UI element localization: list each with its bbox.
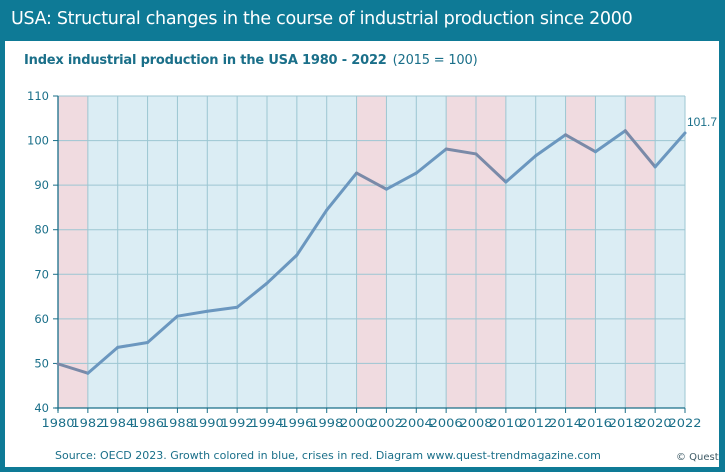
x-tick-label: 1992 (221, 416, 254, 430)
line-segment (414, 147, 448, 175)
x-tick-label: 2000 (340, 416, 373, 430)
x-tick-label: 1982 (71, 416, 104, 430)
x-tick-label: 2006 (430, 416, 463, 430)
line-segment (146, 314, 179, 344)
tick-labels: 4050607080901001101980198219841986198819… (27, 89, 717, 430)
x-tick-label: 2004 (400, 416, 433, 430)
line-segment (444, 147, 478, 156)
y-tick-label: 100 (27, 134, 49, 148)
line-segment (205, 305, 239, 313)
chart-subtitle: Index industrial production in the USA 1… (24, 53, 478, 68)
data-line (56, 129, 687, 375)
line-segment (474, 152, 508, 184)
line-segment (86, 345, 120, 375)
line-segment (175, 309, 209, 318)
period-bands (58, 96, 685, 408)
y-tick-label: 70 (34, 267, 49, 281)
line-segment (564, 133, 597, 154)
line-segment (235, 281, 269, 309)
y-tick-label: 40 (34, 401, 49, 415)
line-segment (593, 129, 627, 154)
page-title: USA: Structural changes in the course of… (11, 9, 633, 29)
x-tick-label: 2008 (460, 416, 493, 430)
x-tick-label: 1998 (310, 416, 343, 430)
line-segment (653, 131, 687, 169)
x-tick-label: 1990 (191, 416, 224, 430)
line-segment (56, 362, 90, 375)
line-segment (265, 253, 299, 285)
line-segment (534, 133, 568, 158)
x-tick-label: 1986 (131, 416, 164, 430)
x-tick-label: 1980 (42, 416, 75, 430)
subtitle-note: (2015 = 100) (392, 53, 478, 68)
crisis-band (356, 96, 387, 408)
subtitle-main: Index industrial production in the USA 1… (24, 53, 387, 68)
line-segment (623, 129, 657, 169)
axes (53, 95, 686, 413)
x-tick-label: 2016 (579, 416, 612, 430)
grid-lines (58, 95, 686, 408)
y-tick-label: 90 (34, 178, 49, 192)
line-segment (295, 208, 329, 257)
source-note: Source: OECD 2023. Growth colored in blu… (55, 449, 601, 462)
x-tick-label: 2002 (370, 416, 403, 430)
x-tick-label: 2020 (639, 416, 672, 430)
x-tick-label: 2012 (519, 416, 552, 430)
crisis-band (58, 96, 88, 408)
y-tick-label: 80 (34, 223, 49, 237)
line-segment (116, 340, 150, 349)
line-segment (384, 171, 418, 191)
y-tick-label: 110 (27, 89, 49, 103)
x-tick-label: 1984 (101, 416, 134, 430)
line-segment (504, 154, 538, 184)
end-value-label: 101.7 (687, 115, 717, 129)
x-tick-label: 2018 (609, 416, 642, 430)
header-bar: USA: Structural changes in the course of… (0, 0, 725, 41)
x-tick-label: 2022 (669, 416, 702, 430)
crisis-band (625, 96, 656, 408)
x-tick-label: 1988 (161, 416, 194, 430)
copyright: © Quest (676, 452, 719, 463)
y-tick-label: 50 (34, 356, 49, 370)
x-tick-label: 2010 (489, 416, 522, 430)
line-segment (325, 171, 359, 212)
x-tick-label: 2014 (549, 416, 582, 430)
y-tick-label: 60 (34, 312, 49, 326)
x-tick-label: 1994 (251, 416, 284, 430)
x-tick-label: 1996 (280, 416, 313, 430)
line-segment (355, 171, 388, 191)
